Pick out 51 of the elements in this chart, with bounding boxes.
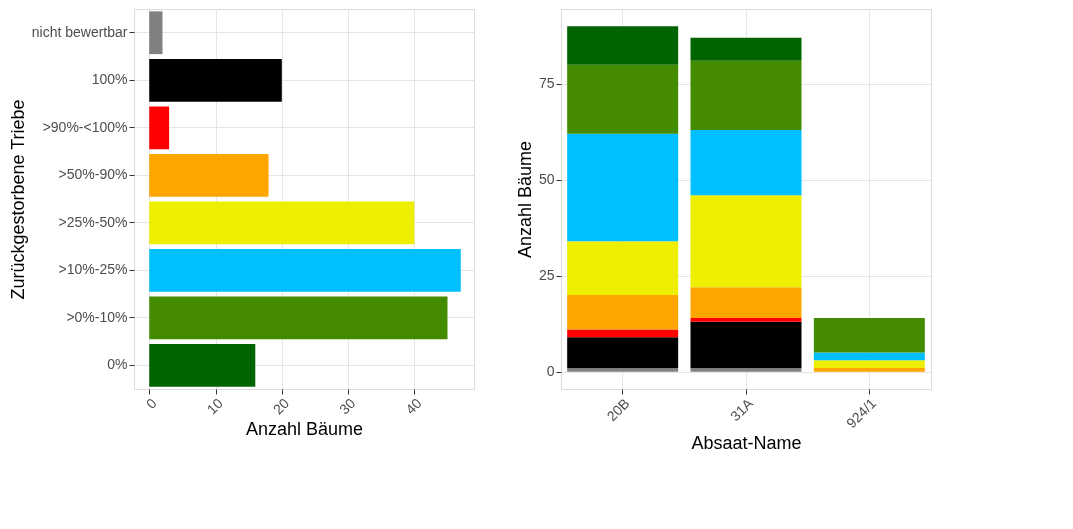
- y-tick-label: 0%: [107, 356, 128, 373]
- x-axis-title: Absaat-Name: [691, 433, 802, 454]
- bar: [567, 133, 679, 242]
- y-tick-label: >10%-25%: [58, 261, 128, 278]
- bar: [567, 241, 679, 295]
- bar: [567, 64, 679, 134]
- y-tick-label: 25: [538, 267, 555, 284]
- bar: [690, 367, 802, 372]
- bar: [567, 367, 679, 372]
- bar: [690, 60, 802, 130]
- bar: [690, 321, 802, 368]
- x-tick-label: 40: [402, 394, 425, 418]
- bar: [149, 106, 170, 150]
- bar: [567, 337, 679, 368]
- x-tick-label: 30: [336, 394, 359, 418]
- y-tick-label: 0: [546, 363, 555, 380]
- bar: [567, 26, 679, 65]
- y-tick-label: >25%-50%: [58, 213, 128, 230]
- y-tick-label: >90%-<100%: [42, 118, 128, 135]
- y-tick-label: >0%-10%: [66, 308, 128, 325]
- y-tick-label: >50%-90%: [58, 166, 128, 183]
- y-tick-label: 50: [538, 171, 555, 188]
- x-tick-label: 10: [203, 394, 227, 418]
- bar: [567, 329, 679, 338]
- bar: [149, 153, 269, 197]
- bar: [690, 195, 802, 288]
- y-tick-label: 75: [538, 75, 555, 92]
- x-axis-title: Anzahl Bäume: [245, 419, 364, 440]
- bar: [690, 37, 802, 61]
- bar: [149, 248, 461, 292]
- x-tick-label: 20: [269, 394, 293, 418]
- y-axis-title: Zurückgestorbene Triebe: [7, 99, 28, 300]
- bar: [690, 287, 802, 318]
- y-tick-label: nicht bewertbar: [31, 23, 128, 40]
- bar: [813, 352, 925, 361]
- y-axis-title: Anzahl Bäume: [514, 140, 535, 259]
- bar: [149, 11, 163, 55]
- x-tick-label: 0: [142, 394, 160, 412]
- x-tick-label: 20B: [603, 395, 633, 425]
- bar: [813, 317, 925, 353]
- bar: [149, 201, 415, 245]
- bar: [567, 294, 679, 330]
- bar: [813, 367, 925, 372]
- x-tick-label: 31A: [726, 394, 757, 425]
- bar: [149, 343, 256, 387]
- bar: [149, 58, 282, 102]
- bar: [690, 317, 802, 322]
- bar: [813, 360, 925, 368]
- bar: [690, 129, 802, 196]
- y-tick-label: 100%: [91, 71, 128, 88]
- bar: [149, 296, 448, 340]
